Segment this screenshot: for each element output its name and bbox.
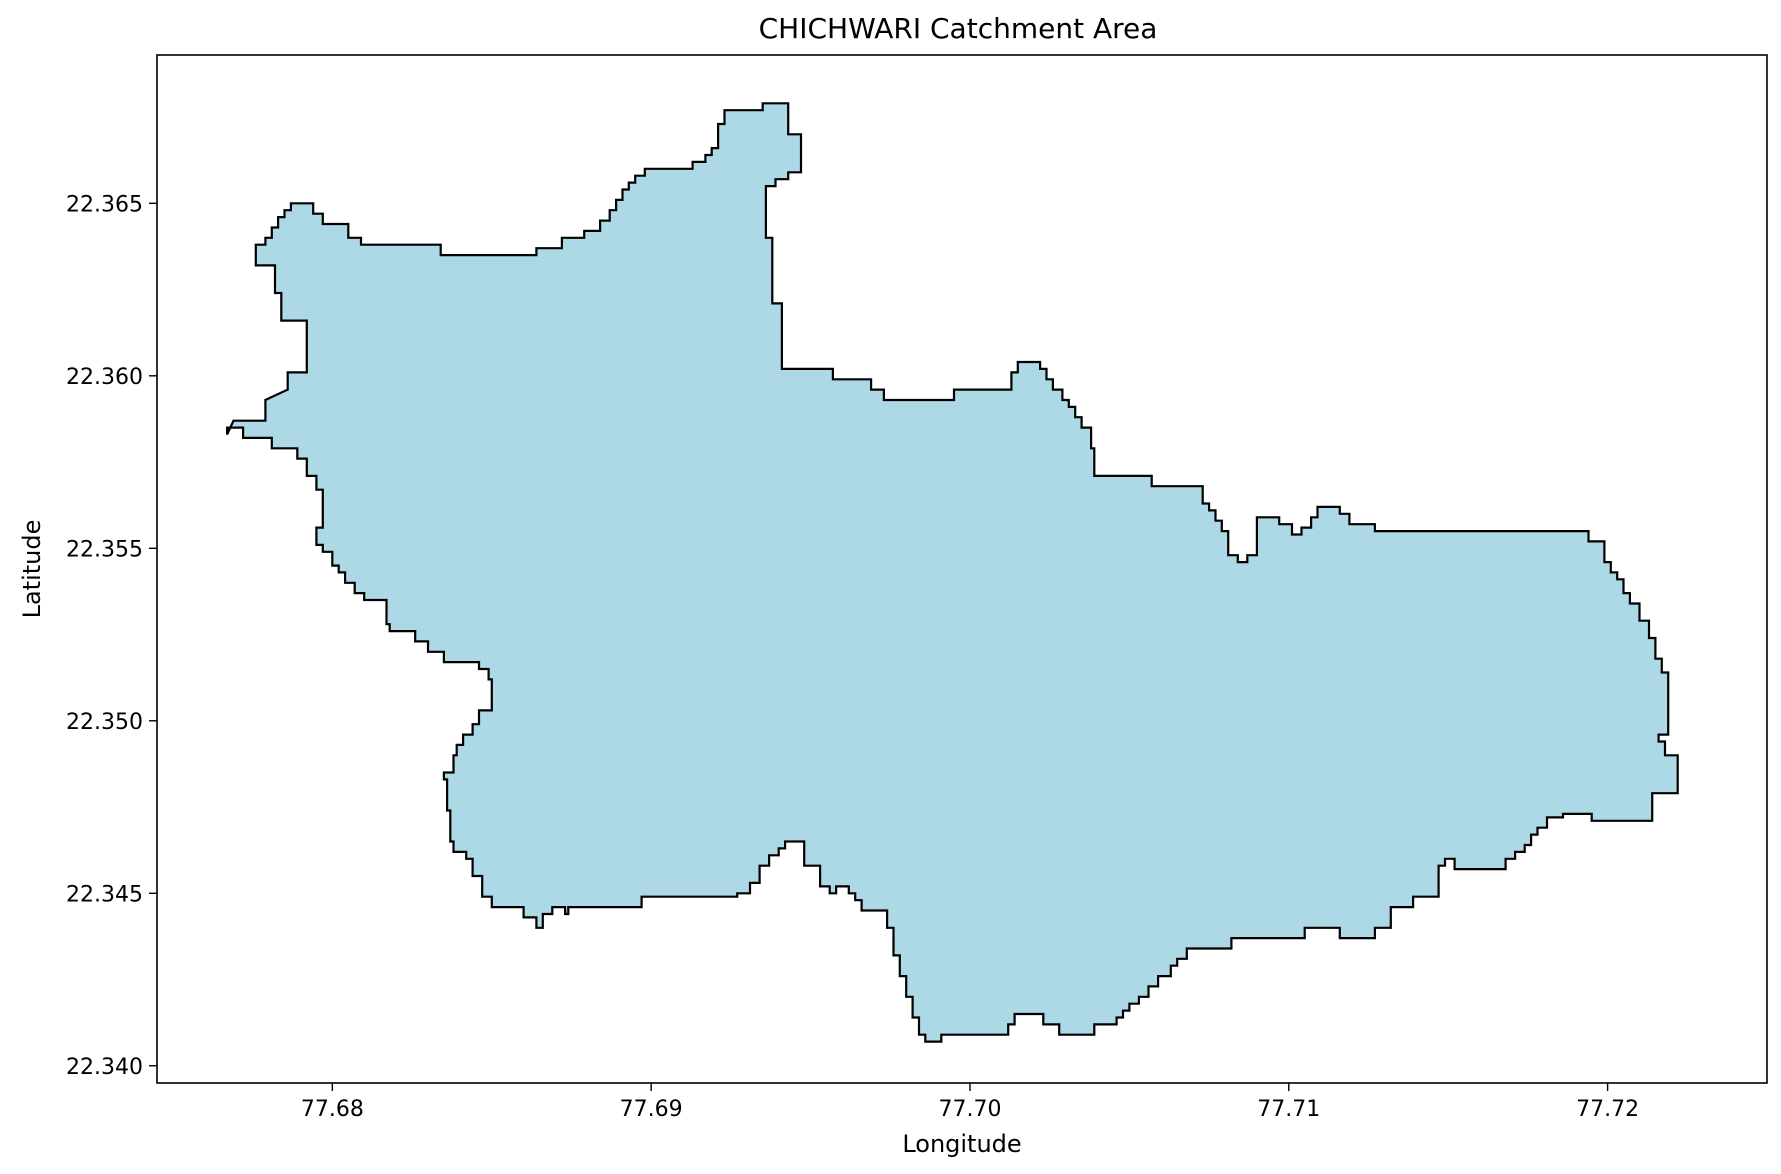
y-tick-label: 22.355 xyxy=(66,537,143,562)
y-tick-label: 22.365 xyxy=(66,192,143,217)
x-tick-label: 77.72 xyxy=(1576,1097,1639,1122)
x-axis-label: Longitude xyxy=(902,1130,1021,1158)
y-tick-label: 22.340 xyxy=(66,1055,143,1080)
y-tick-label: 22.360 xyxy=(66,365,143,390)
x-axis-ticks: 77.68 77.69 77.70 77.71 77.72 xyxy=(301,1083,1639,1122)
y-tick-label: 22.350 xyxy=(66,710,143,735)
plot-frame xyxy=(156,54,1768,1084)
y-axis-label: Latitude xyxy=(18,520,46,619)
x-tick-label: 77.68 xyxy=(301,1097,364,1122)
x-tick-label: 77.71 xyxy=(1257,1097,1320,1122)
chart-title: CHICHWARI Catchment Area xyxy=(759,12,1158,45)
y-axis-ticks: 22.340 22.345 22.350 22.355 22.360 22.365 xyxy=(66,192,157,1080)
x-tick-label: 77.69 xyxy=(620,1097,683,1122)
catchment-polygon xyxy=(226,102,1679,1043)
x-tick-label: 77.70 xyxy=(938,1097,1001,1122)
y-tick-label: 22.345 xyxy=(66,882,143,907)
